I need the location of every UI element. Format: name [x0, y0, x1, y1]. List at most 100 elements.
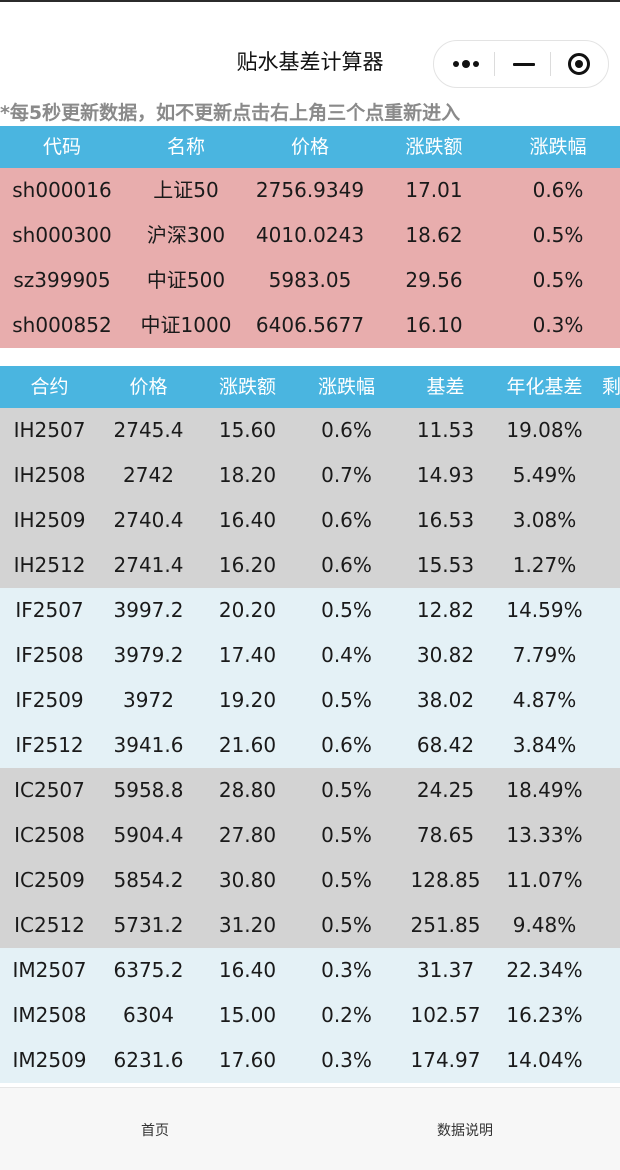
table-cell: 16.40 [218, 958, 277, 982]
table-cell: 4.87% [512, 688, 577, 712]
table-cell: 2745.4 [113, 418, 184, 442]
table-cell: IH2507 [13, 418, 86, 442]
table-cell: 5958.8 [113, 778, 184, 802]
table-cell: 0.5% [321, 913, 372, 937]
table-cell: 0.6% [321, 508, 372, 532]
table-cell: 16.40 [218, 508, 277, 532]
column-header: 涨跌额 [218, 376, 276, 398]
table-cell: 3997.2 [113, 598, 184, 622]
column-header: 年化基差 [506, 376, 583, 398]
table-cell: 29.56 [405, 268, 463, 292]
column-header: 基差 [426, 376, 465, 398]
table-cell: 19.08% [506, 418, 583, 442]
page-title: 贴水基差计算器 [236, 50, 384, 74]
tab-home[interactable]: 首页 [0, 1088, 310, 1170]
table-cell: 5731.2 [113, 913, 184, 937]
table-cell: 17.40 [218, 643, 277, 667]
table-cell: 0.6% [321, 418, 372, 442]
futures-row: IC2509 5854.2 30.80 0.5% 128.85 11.07% [0, 858, 620, 903]
column-header: 剩 [602, 376, 620, 398]
table-cell: 0.7% [321, 463, 372, 487]
table-cell: 2756.9349 [255, 178, 365, 202]
more-button[interactable] [434, 41, 498, 87]
table-cell: 18.20 [218, 463, 277, 487]
table-cell: 0.4% [321, 643, 372, 667]
table-cell: 30.82 [416, 643, 475, 667]
index-table-header: 代码 名称 价格 涨跌额 涨跌幅 [0, 126, 620, 168]
table-cell: 中证1000 [140, 313, 232, 337]
table-cell: sh000852 [12, 313, 112, 337]
table-cell: 中证500 [146, 268, 226, 292]
tab-data-description[interactable]: 数据说明 [310, 1088, 620, 1170]
table-cell: 4010.0243 [255, 223, 365, 247]
futures-row: IC2508 5904.4 27.80 0.5% 78.65 13.33% [0, 813, 620, 858]
table-cell: 12.82 [416, 598, 475, 622]
table-cell: IM2507 [12, 958, 87, 982]
capsule-divider [494, 52, 495, 76]
table-cell: sh000016 [12, 178, 112, 202]
table-cell: 17.01 [405, 178, 463, 202]
status-strip [0, 0, 620, 2]
table-cell: 0.5% [321, 868, 372, 892]
column-header: 价格 [129, 376, 168, 398]
tab-bar: 首页 数据说明 [0, 1087, 620, 1170]
table-cell: 30.80 [218, 868, 277, 892]
futures-row: IF2512 3941.6 21.60 0.6% 68.42 3.84% [0, 723, 620, 768]
futures-row: IM2509 6231.6 17.60 0.3% 174.97 14.04% [0, 1038, 620, 1083]
column-header: 名称 [166, 136, 205, 158]
minimize-button[interactable] [498, 41, 550, 87]
index-table: 代码 名称 价格 涨跌额 涨跌幅 sh000016 上证50 2756.9349 17.01 0.… [0, 126, 620, 348]
table-cell: 2740.4 [113, 508, 184, 532]
tab-home-label: 首页 [141, 1122, 169, 1139]
table-cell: 20.20 [218, 598, 277, 622]
table-cell: 18.62 [405, 223, 463, 247]
table-cell: 13.33% [506, 823, 583, 847]
futures-row: IF2507 3997.2 20.20 0.5% 12.82 14.59% [0, 588, 620, 633]
futures-row: IH2509 2740.4 16.40 0.6% 16.53 3.08% [0, 498, 620, 543]
table-cell: 14.93 [416, 463, 475, 487]
tab-data-description-label: 数据说明 [437, 1122, 493, 1139]
table-cell: 102.57 [410, 1003, 481, 1027]
table-cell: 174.97 [410, 1048, 481, 1072]
capsule-divider [550, 52, 551, 76]
table-cell: 0.6% [532, 178, 584, 202]
table-cell: 16.53 [416, 508, 475, 532]
close-button[interactable] [550, 41, 608, 87]
table-cell: 0.5% [321, 598, 372, 622]
column-header: 涨跌幅 [529, 136, 587, 158]
table-cell: 0.3% [321, 958, 372, 982]
table-cell: 14.04% [506, 1048, 583, 1072]
table-cell: 3972 [123, 688, 174, 712]
table-cell: IM2508 [12, 1003, 87, 1027]
table-cell: 9.48% [512, 913, 577, 937]
table-cell: IC2512 [14, 913, 85, 937]
table-cell: IF2512 [15, 733, 84, 757]
table-cell: 38.02 [416, 688, 475, 712]
table-cell: 11.07% [506, 868, 583, 892]
table-cell: 0.5% [532, 268, 584, 292]
table-cell: 16.23% [506, 1003, 583, 1027]
table-cell: 16.10 [405, 313, 463, 337]
table-cell: 15.00 [218, 1003, 277, 1027]
table-cell: 19.20 [218, 688, 277, 712]
table-cell: 2741.4 [113, 553, 184, 577]
table-cell: 31.20 [218, 913, 277, 937]
futures-row: IF2508 3979.2 17.40 0.4% 30.82 7.79% [0, 633, 620, 678]
futures-row: IH2508 2742 18.20 0.7% 14.93 5.49% [0, 453, 620, 498]
target-circle-icon [568, 53, 590, 75]
futures-row: IH2507 2745.4 15.60 0.6% 11.53 19.08% [0, 408, 620, 453]
futures-row: IM2507 6375.2 16.40 0.3% 31.37 22.34% [0, 948, 620, 993]
futures-row: IC2507 5958.8 28.80 0.5% 24.25 18.49% [0, 768, 620, 813]
table-cell: 16.20 [218, 553, 277, 577]
table-cell: 15.53 [416, 553, 475, 577]
futures-row: IM2508 6304 15.00 0.2% 102.57 16.23% [0, 993, 620, 1038]
column-header: 涨跌幅 [317, 376, 375, 398]
futures-row: IC2512 5731.2 31.20 0.5% 251.85 9.48% [0, 903, 620, 948]
table-cell: IH2512 [13, 553, 86, 577]
table-cell: 24.25 [416, 778, 475, 802]
table-cell: IC2509 [14, 868, 85, 892]
table-cell: 7.79% [512, 643, 577, 667]
index-row: sh000300 沪深300 4010.0243 18.62 0.5% [0, 213, 620, 258]
table-cell: IF2509 [15, 688, 84, 712]
more-dots-icon [453, 60, 479, 68]
